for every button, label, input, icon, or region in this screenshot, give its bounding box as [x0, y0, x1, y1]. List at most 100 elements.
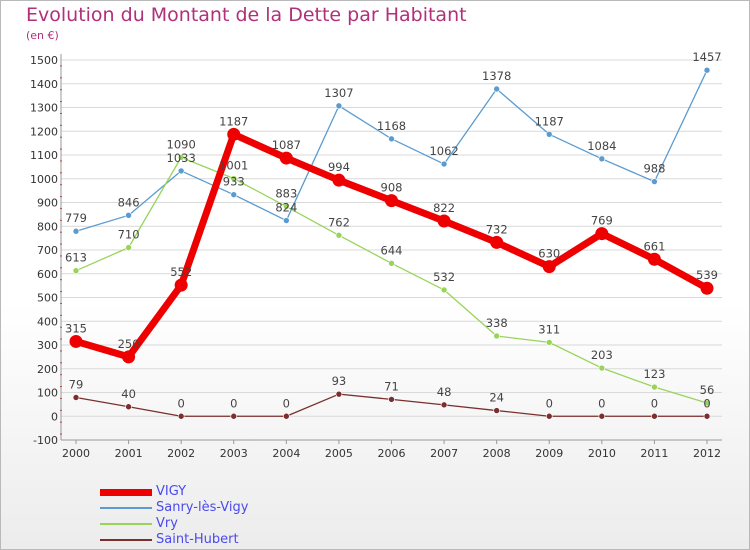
- data-point: [177, 167, 185, 175]
- data-point: [651, 412, 658, 420]
- data-label: 644: [381, 243, 403, 257]
- data-point: [598, 364, 606, 372]
- data-point: [440, 401, 448, 409]
- data-point: [388, 396, 395, 403]
- data-point: [335, 231, 343, 239]
- data-label: 123: [643, 367, 665, 381]
- legend-swatch: [100, 488, 152, 496]
- data-point: [283, 412, 290, 420]
- x-tick-label: 2007: [430, 447, 458, 460]
- legend-label: VIGY: [156, 484, 187, 499]
- y-tick-label: 1200: [30, 125, 58, 138]
- data-label: 0: [703, 396, 710, 410]
- data-point: [177, 154, 185, 161]
- x-tick-label: 2005: [325, 447, 353, 460]
- y-tick-label: 800: [37, 220, 58, 233]
- data-label: 539: [696, 268, 718, 282]
- data-label: 0: [651, 396, 658, 410]
- data-label: 1090: [167, 137, 196, 151]
- data-point: [335, 390, 343, 398]
- data-label: 532: [433, 270, 455, 284]
- data-label: 1001: [219, 159, 248, 173]
- data-label: 311: [538, 322, 560, 336]
- x-tick-label: 2009: [535, 447, 563, 460]
- data-point: [440, 160, 448, 168]
- y-tick-label: 400: [37, 315, 58, 328]
- y-tick-label: 300: [37, 339, 58, 352]
- data-label: 56: [700, 383, 715, 397]
- data-label: 250: [118, 337, 140, 351]
- data-point: [388, 259, 395, 267]
- legend-label: Saint-Hubert: [156, 532, 239, 547]
- data-label: 1168: [377, 119, 406, 133]
- data-label: 1084: [587, 139, 616, 153]
- data-point: [125, 244, 132, 251]
- y-tick-label: 700: [37, 244, 58, 257]
- legend-swatch: [100, 523, 152, 525]
- data-label: 908: [381, 181, 403, 195]
- data-point: [227, 127, 241, 141]
- data-point: [490, 235, 504, 249]
- data-label: 1378: [482, 69, 511, 83]
- data-label: 1062: [429, 144, 458, 158]
- data-point: [598, 412, 606, 420]
- x-tick-label: 2006: [378, 447, 406, 460]
- x-tick-label: 2008: [483, 447, 511, 460]
- data-point: [545, 339, 553, 346]
- y-tick-label: 200: [37, 363, 58, 376]
- data-label: 71: [384, 379, 399, 393]
- data-point: [651, 178, 658, 185]
- data-label: 769: [591, 214, 613, 228]
- data-point: [703, 66, 711, 74]
- legend-label: Sanry-lès-Vigy: [156, 500, 249, 515]
- data-label: 710: [118, 228, 140, 242]
- data-point: [335, 102, 343, 110]
- data-point: [545, 131, 553, 138]
- legend-swatch: [100, 507, 152, 509]
- data-label: 0: [178, 396, 185, 410]
- data-label: 0: [230, 396, 237, 410]
- data-label: 93: [332, 374, 347, 388]
- data-point: [647, 252, 661, 266]
- legend-swatch: [100, 539, 152, 541]
- data-label: 762: [328, 215, 350, 229]
- x-tick-label: 2010: [588, 447, 616, 460]
- data-point: [493, 332, 500, 340]
- data-point: [122, 350, 136, 364]
- data-label: 24: [489, 391, 504, 405]
- data-label: 994: [328, 160, 350, 174]
- x-tick-label: 2001: [115, 447, 143, 460]
- x-tick-label: 2011: [640, 447, 668, 460]
- data-point: [493, 407, 500, 414]
- y-tick-label: 100: [37, 387, 58, 400]
- data-point: [125, 212, 132, 219]
- chart-title: Evolution du Montant de la Dette par Hab…: [26, 4, 467, 26]
- chart-subtitle: (en €): [26, 29, 59, 42]
- y-tick-label: 1300: [30, 102, 58, 115]
- data-label: 988: [643, 162, 665, 176]
- data-label: 883: [275, 187, 297, 201]
- y-tick-label: 600: [37, 268, 58, 281]
- data-label: 1033: [167, 151, 196, 165]
- y-tick-label: -100: [33, 434, 58, 447]
- data-point: [279, 151, 293, 165]
- y-tick-label: 1500: [30, 54, 58, 67]
- data-label: 0: [283, 396, 290, 410]
- data-label: 315: [65, 321, 87, 335]
- data-point: [125, 403, 132, 411]
- x-tick-label: 2000: [62, 447, 90, 460]
- data-label: 40: [121, 387, 136, 401]
- data-label: 1457: [692, 50, 721, 64]
- x-tick-label: 2003: [220, 447, 248, 460]
- data-label: 0: [546, 396, 553, 410]
- data-point: [703, 399, 711, 407]
- data-point: [598, 155, 606, 163]
- data-label: 1307: [324, 86, 353, 100]
- data-point: [440, 286, 448, 294]
- data-label: 824: [275, 201, 297, 215]
- data-point: [493, 85, 500, 93]
- data-point: [174, 278, 188, 292]
- data-label: 79: [69, 377, 84, 391]
- y-tick-label: 0: [51, 410, 58, 423]
- data-label: 661: [643, 239, 665, 253]
